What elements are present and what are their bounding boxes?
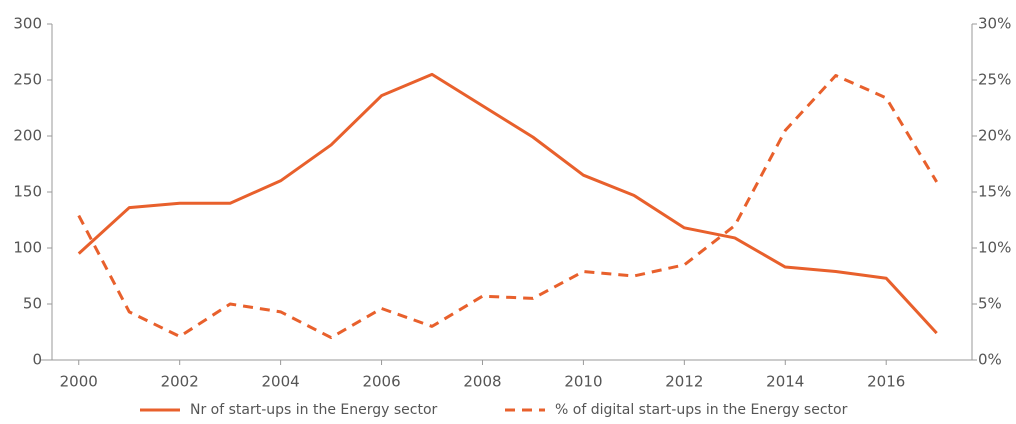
line-series — [77, 72, 938, 335]
y-tick-label: 50 — [23, 295, 42, 313]
y2-tick-label: 15% — [978, 183, 1011, 201]
y2-tick-label: 5% — [978, 295, 1002, 313]
x-tick-label: 2010 — [564, 373, 602, 391]
y2-tick-label: 20% — [978, 127, 1011, 145]
x-tick-label: 2014 — [766, 373, 804, 391]
y2-tick-label: 30% — [978, 15, 1011, 33]
y2-tick-label: 10% — [978, 239, 1011, 257]
x-tick-label: 2006 — [362, 373, 400, 391]
y-tick-label: 300 — [13, 15, 42, 33]
x-tick-label: 2000 — [60, 373, 98, 391]
x-tick-label: 2012 — [665, 373, 703, 391]
x-tick-label: 2016 — [867, 373, 905, 391]
x-tick-label: 2004 — [262, 373, 300, 391]
y-tick-label: 100 — [13, 239, 42, 257]
legend-label: Nr of start-ups in the Energy sector — [190, 402, 438, 418]
x-tick-label: 2008 — [463, 373, 501, 391]
y2-tick-label: 25% — [978, 71, 1011, 89]
legend-label: % of digital start-ups in the Energy sec… — [555, 402, 848, 418]
y-tick-label: 150 — [13, 183, 42, 201]
y-tick-label: 0 — [32, 351, 42, 369]
y-tick-label: 200 — [13, 127, 42, 145]
line-series — [77, 74, 938, 340]
x-tick-label: 2002 — [161, 373, 199, 391]
y-tick-label: 250 — [13, 71, 42, 89]
y2-tick-label: 0% — [978, 351, 1002, 369]
